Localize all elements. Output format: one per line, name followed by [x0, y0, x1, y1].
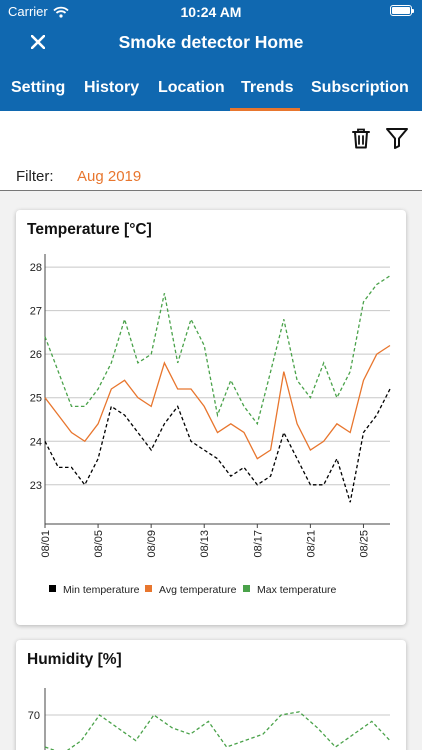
app-header: Carrier 10:24 AM Smoke detector Home Set… [0, 0, 422, 111]
filter-label: Filter: [16, 168, 54, 185]
humidity-card: Humidity [%] 70 [16, 640, 406, 750]
carrier-label: Carrier [8, 4, 48, 19]
x-tick-label: 08/09 [146, 530, 158, 558]
min-temperature-line [44, 388, 391, 503]
nav-bar: Smoke detector Home [0, 22, 422, 62]
tab-setting[interactable]: Setting [11, 79, 66, 96]
y-tick-label: 27 [30, 306, 42, 318]
temperature-chart: 23 24 25 26 27 28 08/01 08/05 08/09 08/13 08/17 08/… [30, 254, 391, 596]
min-temperature-legend-swatch [49, 585, 56, 592]
max-temperature-legend-label: Max temperature [257, 584, 337, 596]
tab-history[interactable]: History [84, 79, 140, 96]
wifi-icon [53, 6, 69, 18]
x-tick-label: 08/21 [305, 530, 317, 558]
y-tick-label: 70 [28, 710, 40, 722]
filter-icon[interactable] [384, 125, 410, 151]
temperature-chart-title: Temperature [°C] [27, 221, 152, 238]
avg-temperature-legend-swatch [145, 585, 152, 592]
humidity-chart-title: Humidity [%] [27, 651, 122, 668]
tab-bar: Setting History Location Trends Subscrip… [0, 66, 422, 111]
humidity-chart: 70 [28, 688, 391, 750]
temperature-card: Temperature [°C] 23 24 25 26 27 28 08/01 08/05 0… [16, 210, 406, 625]
x-tick-label: 08/25 [358, 530, 370, 558]
tab-trends[interactable]: Trends [241, 79, 294, 96]
y-tick-label: 24 [30, 436, 42, 448]
trash-icon[interactable] [348, 125, 374, 151]
filter-row: Filter: Aug 2019 [0, 163, 422, 191]
filter-value[interactable]: Aug 2019 [77, 168, 142, 185]
y-tick-label: 28 [30, 262, 42, 274]
max-temperature-legend-swatch [243, 585, 250, 592]
max-humidity-line [44, 711, 391, 750]
tab-location[interactable]: Location [158, 79, 225, 96]
y-tick-label: 25 [30, 393, 42, 405]
active-tab-indicator [230, 108, 300, 111]
status-time: 10:24 AM [180, 4, 242, 20]
toolbar [0, 111, 422, 163]
tab-subscription[interactable]: Subscription [311, 79, 409, 96]
x-tick-label: 08/13 [199, 530, 211, 558]
x-tick-label: 08/17 [252, 530, 264, 558]
page-title: Smoke detector Home [118, 32, 304, 52]
close-button[interactable] [24, 28, 52, 56]
battery-icon [390, 5, 414, 16]
max-temperature-line [44, 275, 391, 426]
y-tick-label: 23 [30, 480, 42, 492]
status-bar: Carrier 10:24 AM [0, 0, 422, 22]
close-icon [31, 35, 45, 49]
carrier-indicator: Carrier [8, 4, 69, 19]
min-temperature-legend-label: Min temperature [63, 584, 140, 596]
y-tick-label: 26 [30, 349, 42, 361]
avg-temperature-legend-label: Avg temperature [159, 584, 237, 596]
x-tick-label: 08/05 [93, 530, 105, 558]
avg-temperature-line [44, 344, 391, 460]
x-tick-label: 08/01 [40, 530, 52, 558]
